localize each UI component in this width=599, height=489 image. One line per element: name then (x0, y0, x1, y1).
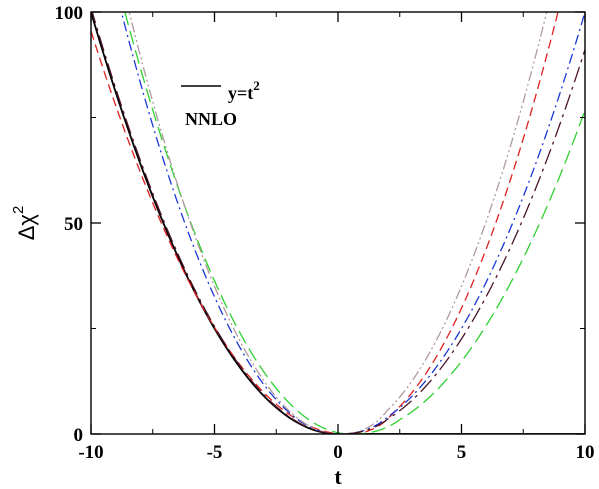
y-axis-title-main: Δχ (14, 214, 39, 241)
series-line-5 (128, 12, 548, 434)
y-tick-label: 100 (55, 3, 84, 24)
legend-label-superscript: 2 (253, 78, 260, 93)
x-axis-title: t (334, 464, 342, 489)
x-tick-label: 5 (457, 442, 467, 463)
y-tick-label: 0 (74, 425, 84, 446)
x-tick-label: -10 (78, 442, 103, 463)
legend-annotation: NNLO (185, 109, 237, 129)
y-axis-title-superscript: 2 (10, 206, 27, 214)
series-line-4 (120, 12, 585, 434)
x-tick-label: -5 (207, 442, 223, 463)
y-axis-title: Δχ2 (10, 206, 39, 241)
series-line-1 (91, 12, 585, 434)
series-line-6 (91, 12, 585, 434)
y-tick-label: 50 (64, 214, 83, 235)
legend-label-main: y=t (228, 83, 253, 103)
series-line-2 (91, 12, 559, 434)
x-tick-label: 0 (333, 442, 343, 463)
series-line-3 (124, 12, 585, 434)
x-tick-label: 10 (576, 442, 595, 463)
legend: y=t2 NNLO (181, 78, 260, 129)
plot-frame (90, 11, 586, 435)
series-layer (91, 12, 585, 434)
legend-label: y=t2 (228, 78, 260, 103)
